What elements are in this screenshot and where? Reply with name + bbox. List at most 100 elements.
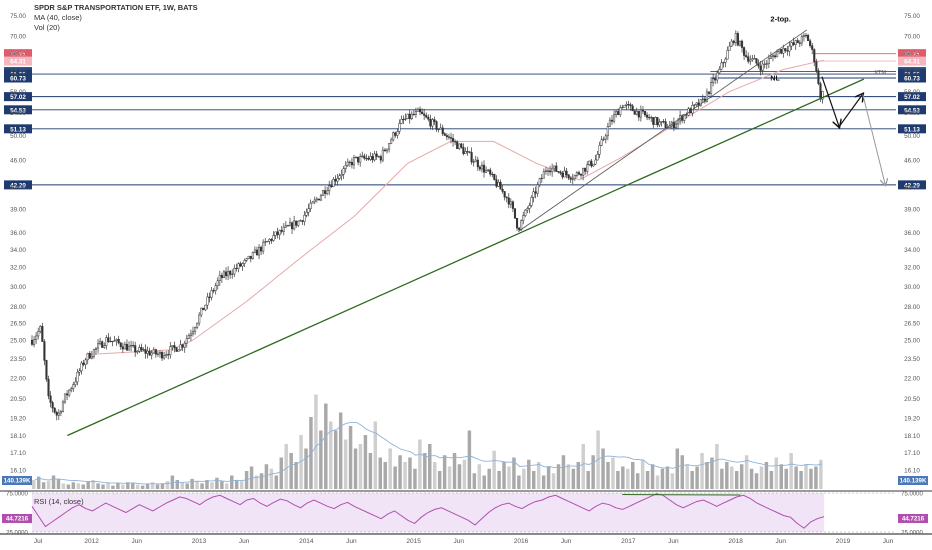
- candle-body: [59, 411, 62, 414]
- candle-body: [39, 326, 42, 332]
- volume-bar: [715, 444, 719, 489]
- volume-bar: [160, 483, 165, 489]
- candle-body: [55, 411, 58, 416]
- candle-body: [363, 155, 366, 159]
- candle-body: [355, 156, 358, 158]
- price-axis-tick-left: 23.50: [10, 356, 26, 363]
- volume-bar: [507, 466, 511, 489]
- candle-body: [297, 220, 300, 226]
- volume-bar: [41, 482, 46, 489]
- volume-bar: [561, 455, 566, 489]
- candle-body: [515, 217, 519, 229]
- candle-body: [544, 170, 547, 172]
- candle-body: [476, 159, 479, 168]
- candle-body: [443, 133, 446, 136]
- candle-body: [472, 161, 475, 163]
- volume-bar: [551, 473, 556, 489]
- candle-body: [344, 165, 347, 169]
- candle-body: [788, 45, 791, 52]
- candle-body: [381, 149, 384, 161]
- volume-bar: [408, 457, 412, 489]
- price-axis-tick-right: 32.00: [904, 265, 920, 272]
- candle-body: [736, 33, 739, 46]
- candle-body: [414, 111, 417, 115]
- candles: [30, 30, 824, 421]
- candle-body: [167, 354, 170, 356]
- candle-body: [526, 208, 529, 211]
- candle-body: [790, 42, 793, 47]
- volume-bar: [512, 457, 516, 489]
- volume-bar: [442, 455, 447, 489]
- candle-body: [78, 370, 81, 373]
- volume-bar: [621, 466, 625, 489]
- price-axis-tick-left: 39.00: [10, 206, 26, 213]
- candle-body: [274, 231, 277, 236]
- price-axis-tick-right: 25.00: [904, 338, 920, 345]
- candle-body: [154, 349, 157, 355]
- two-top-label: 2-top.: [770, 15, 790, 24]
- candle-body: [503, 191, 506, 198]
- volume-bar: [730, 466, 734, 489]
- price-axis-tick-left: 75.00: [10, 13, 26, 20]
- candle-body: [540, 177, 543, 180]
- volume-bar: [804, 464, 808, 489]
- level-tag-left-text: 64.31: [10, 59, 26, 66]
- candle-body: [590, 160, 593, 167]
- volume-bar: [571, 468, 576, 489]
- volume-bar: [720, 468, 724, 489]
- candle-body: [272, 235, 275, 241]
- candle-body: [299, 220, 302, 222]
- candle-body: [88, 353, 91, 359]
- level-tag-left: [4, 180, 32, 190]
- volume-bar: [616, 471, 620, 489]
- candle-body: [454, 141, 457, 143]
- candle-body: [485, 169, 488, 173]
- candle-body: [815, 61, 818, 72]
- candle-body: [588, 160, 591, 165]
- volume-bar: [388, 448, 392, 489]
- candle-body: [511, 201, 514, 209]
- volume-tag-left: [2, 476, 32, 485]
- candle-body: [311, 201, 314, 204]
- volume-bar: [121, 484, 125, 489]
- candle-body: [286, 225, 289, 227]
- candle-body: [146, 350, 149, 354]
- volume-bar: [759, 466, 764, 489]
- candle-body: [109, 341, 112, 343]
- candle-body: [656, 117, 659, 126]
- time-axis-tick: 2016: [514, 538, 529, 545]
- volume-bar: [135, 484, 140, 489]
- volume-bar: [32, 480, 36, 489]
- candle-body: [743, 47, 746, 56]
- candle-body: [452, 138, 455, 142]
- candle-body: [191, 331, 195, 335]
- candle-body: [86, 353, 89, 361]
- candle-body: [648, 117, 651, 119]
- price-axis-tick-left: 22.00: [10, 375, 26, 382]
- volume-pane: 140.139K 140.139K: [2, 394, 928, 489]
- candle-body: [724, 58, 727, 63]
- candle-body: [136, 350, 139, 353]
- volume-bar: [418, 439, 422, 489]
- candle-body: [652, 117, 655, 125]
- candle-body: [427, 116, 430, 120]
- volume-bar: [175, 480, 180, 489]
- rsi-line: [31, 493, 825, 529]
- candle-body: [416, 108, 420, 112]
- candle-body: [371, 156, 374, 161]
- volume-bar: [517, 475, 521, 489]
- volume-bar: [165, 481, 170, 489]
- candle-body: [350, 161, 353, 166]
- volume-bar: [185, 483, 189, 489]
- candle-body: [660, 121, 663, 123]
- volume-bar: [769, 471, 774, 489]
- volume-bar: [650, 464, 655, 489]
- volume-bar: [343, 439, 348, 489]
- candle-body: [142, 349, 145, 351]
- volume-bar: [304, 448, 308, 489]
- volume-bar: [670, 473, 675, 489]
- level-tag-right-text: 64.31: [904, 59, 920, 66]
- time-axis-tick: Jun: [346, 538, 357, 545]
- candle-body: [753, 58, 756, 60]
- volume-bar: [106, 482, 110, 489]
